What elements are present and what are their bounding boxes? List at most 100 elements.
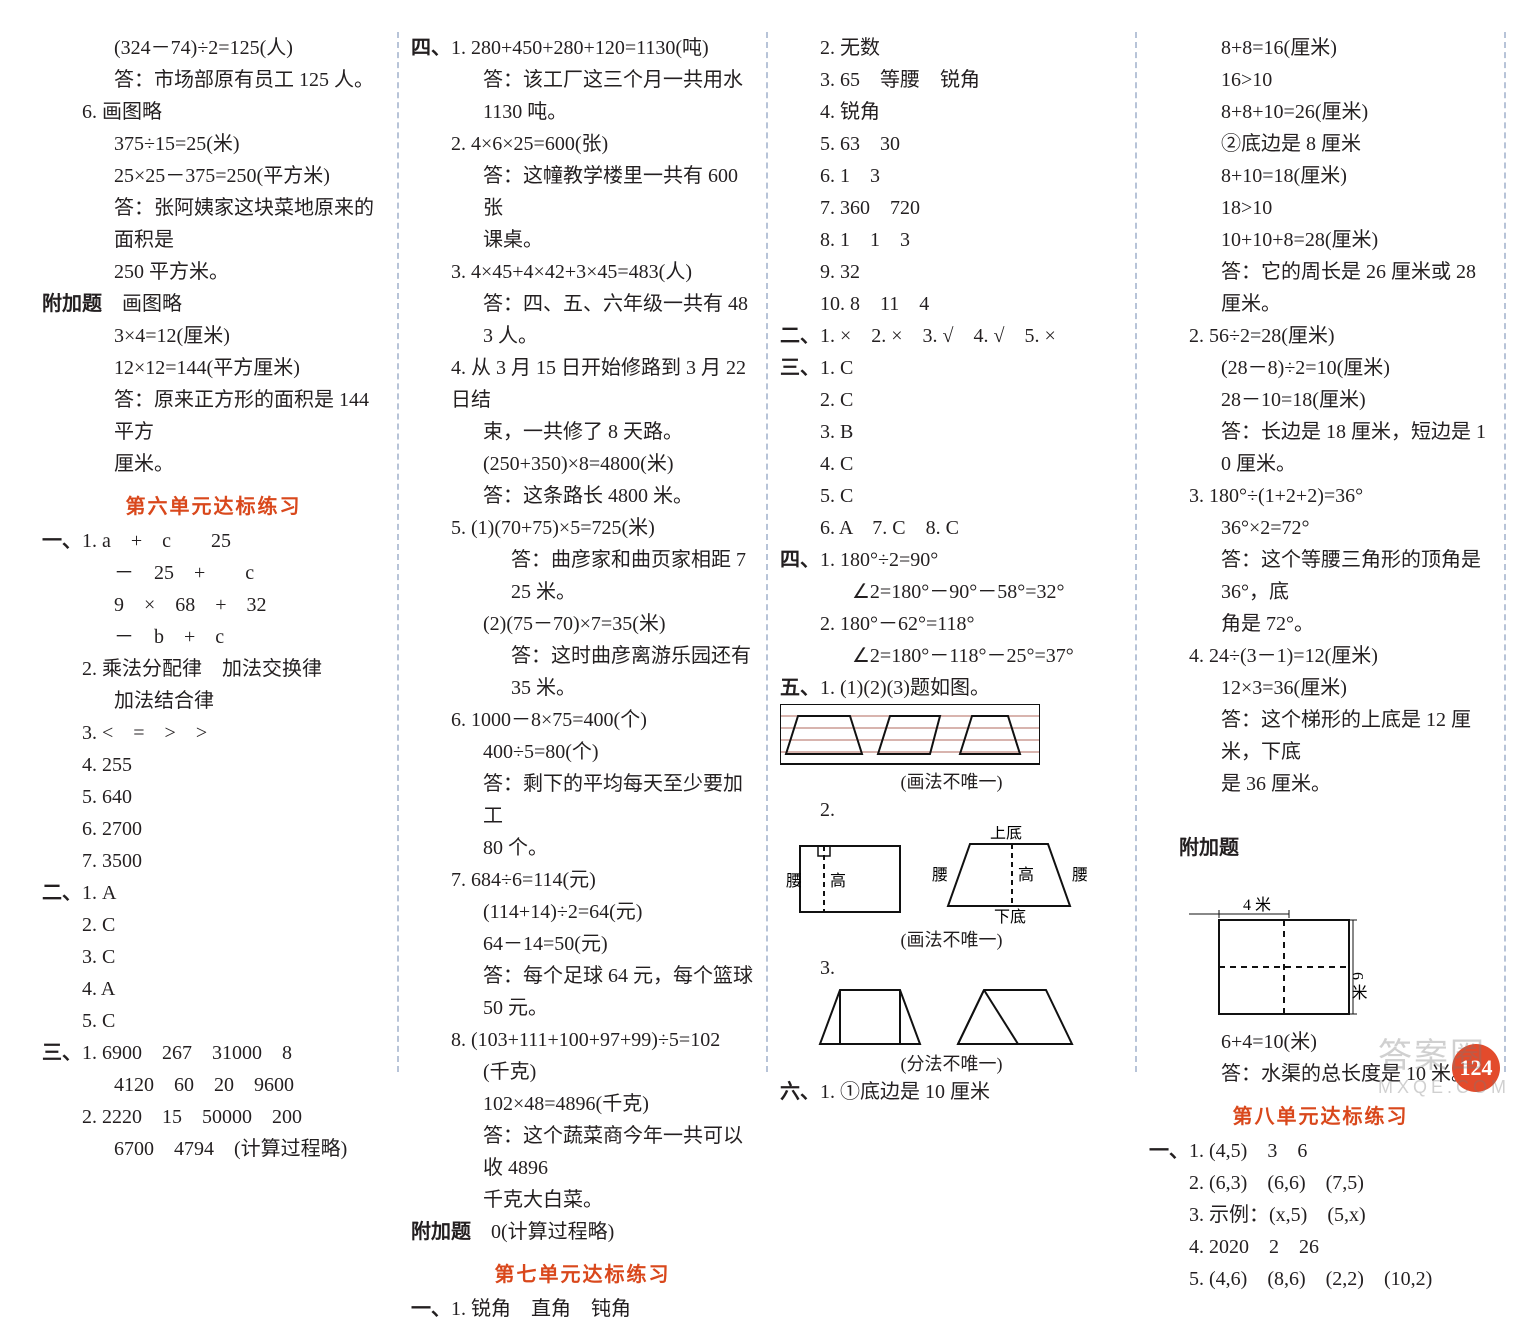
- text: 三、1. 6900 267 31000 8: [42, 1037, 385, 1069]
- text: 5. C: [42, 1005, 385, 1037]
- text: 答：每个足球 64 元，每个篮球 50 元。: [411, 960, 754, 1024]
- text: (250+350)×8=4800(米): [411, 448, 754, 480]
- dim-4m: 4 米: [1243, 896, 1271, 914]
- text: 四、1. 280+450+280+120=1130(吨): [411, 32, 754, 64]
- text: 3. B: [780, 416, 1123, 448]
- trapezoid-grid-icon: [780, 704, 1040, 768]
- text: 3.: [780, 952, 1123, 984]
- text: 附加题 画图略: [42, 288, 385, 320]
- text: 1130 吨。: [411, 96, 754, 128]
- label-waist: 腰: [1072, 866, 1088, 884]
- text: 一、1. (4,5) 3 6: [1149, 1135, 1492, 1167]
- figure-caption: (画法不唯一): [780, 926, 1123, 952]
- text: 6. 画图略: [42, 96, 385, 128]
- text: 是 36 厘米。: [1149, 768, 1492, 800]
- text: 答：水渠的总长度是 10 米。: [1149, 1058, 1492, 1090]
- text: 1. A: [82, 882, 116, 904]
- text: 250 平方米。: [42, 256, 385, 288]
- text: 8. (103+111+100+97+99)÷5=102: [411, 1024, 754, 1056]
- text: 四、1. 180°÷2=90°: [780, 544, 1123, 576]
- text: 7. 684÷6=114(元): [411, 864, 754, 896]
- text: 2. 乘法分配律 加法交换律: [42, 653, 385, 685]
- text: 3. 示例：(x,5) (5,x): [1149, 1199, 1492, 1231]
- label-height: 高: [1018, 866, 1034, 884]
- text: 5. C: [780, 480, 1123, 512]
- label-section: 二、: [780, 325, 820, 347]
- text: 5. (1)(70+75)×5=725(米): [411, 512, 754, 544]
- label-section: 二、: [42, 882, 82, 904]
- figure-trapezoids-grid: (画法不唯一): [780, 704, 1123, 794]
- text: 6+4=10(米): [1149, 1026, 1492, 1058]
- text: 6. 1000－8×75=400(个): [411, 704, 754, 736]
- text: 2. 无数: [780, 32, 1123, 64]
- text: 4. A: [42, 973, 385, 1005]
- text: ②底边是 8 厘米: [1149, 128, 1492, 160]
- column-1: (324－74)÷2=125(人) 答：市场部原有员工 125 人。 6. 画图…: [30, 32, 399, 1072]
- text: 答：原来正方形的面积是 144 平方: [42, 384, 385, 448]
- text: 二、1. × 2. × 3. √ 4. √ 5. ×: [780, 320, 1123, 352]
- text: 25×25－375=250(平方米): [42, 160, 385, 192]
- label-bonus: 附加题: [411, 1221, 471, 1243]
- label-section: 四、: [780, 549, 820, 571]
- label-section: 五、: [780, 677, 820, 699]
- text: 加法结合律: [42, 685, 385, 717]
- text: － 25 + c: [42, 557, 385, 589]
- text: 10. 8 11 4: [780, 288, 1123, 320]
- trapezoid-labeled-icon: 上底 下底 腰 腰 高: [930, 826, 1090, 926]
- text: 6700 4794 (计算过程略): [42, 1133, 385, 1165]
- column-4: 8+8=16(厘米) 16>10 8+8+10=26(厘米) ②底边是 8 厘米…: [1137, 32, 1506, 1072]
- text: 4120 60 20 9600: [42, 1069, 385, 1101]
- label-section: 三、: [42, 1042, 82, 1064]
- text: 4. 24÷(3－1)=12(厘米): [1149, 640, 1492, 672]
- text: 一、1. a + c 25: [42, 525, 385, 557]
- text: 答：长边是 18 厘米，短边是 10 厘米。: [1149, 416, 1492, 480]
- text: 2. 2220 15 50000 200: [42, 1101, 385, 1133]
- text: 画图略: [122, 293, 182, 315]
- text: 2. (6,3) (6,6) (7,5): [1149, 1167, 1492, 1199]
- text: 厘米。: [42, 448, 385, 480]
- text: 8+8+10=26(厘米): [1149, 96, 1492, 128]
- text: 2. C: [780, 384, 1123, 416]
- text: 7. 360 720: [780, 192, 1123, 224]
- text: 答：这幢教学楼里一共有 600 张: [411, 160, 754, 224]
- text: 1. 180°÷2=90°: [820, 549, 938, 571]
- text: 束，一共修了 8 天路。: [411, 416, 754, 448]
- label-section: 一、: [411, 1298, 451, 1320]
- text: 2. C: [42, 909, 385, 941]
- heading-unit-8: 第八单元达标练习: [1149, 1100, 1492, 1129]
- figure-caption: (分法不唯一): [780, 1050, 1123, 1076]
- text: 答：市场部原有员工 125 人。: [42, 64, 385, 96]
- label-waist: 腰: [786, 872, 802, 890]
- text: 3. C: [42, 941, 385, 973]
- text: 16>10: [1149, 64, 1492, 96]
- text: 1. C: [820, 357, 853, 379]
- text: ∠2=180°－118°－25°=37°: [780, 640, 1123, 672]
- text: (2)(75－70)×7=35(米): [411, 608, 754, 640]
- text: 5. 63 30: [780, 128, 1123, 160]
- text: 1. 锐角 直角 钝角: [451, 1298, 631, 1320]
- text: (千克): [411, 1056, 754, 1088]
- canal-diagram-icon: 4 米 6 米: [1189, 896, 1379, 1026]
- text: 附加题 0(计算过程略): [411, 1216, 754, 1248]
- label-section: 一、: [1149, 1140, 1189, 1162]
- trap-divided-2-icon: [950, 984, 1080, 1050]
- text: 9 × 68 + 32: [42, 589, 385, 621]
- text: 4. C: [780, 448, 1123, 480]
- text: 答：张阿姨家这块菜地原来的面积是: [42, 192, 385, 256]
- figure-canal: 4 米 6 米: [1189, 896, 1492, 1026]
- label-bottom: 下底: [994, 908, 1026, 926]
- text: 5. (4,6) (8,6) (2,2) (10,2): [1149, 1263, 1492, 1295]
- column-2: 四、1. 280+450+280+120=1130(吨) 答：该工厂这三个月一共…: [399, 32, 768, 1072]
- text: 6. 2700: [42, 813, 385, 845]
- text: 答：这个等腰三角形的顶角是 36°，底: [1149, 544, 1492, 608]
- text: 五、1. (1)(2)(3)题如图。: [780, 672, 1123, 704]
- text: 36°×2=72°: [1149, 512, 1492, 544]
- text: 4. 2020 2 26: [1149, 1231, 1492, 1263]
- text: 1. (4,5) 3 6: [1189, 1140, 1307, 1162]
- dim-6m: 6 米: [1349, 972, 1368, 1000]
- text: 12×3=36(厘米): [1149, 672, 1492, 704]
- text: 80 个。: [411, 832, 754, 864]
- text: 0(计算过程略): [491, 1221, 614, 1243]
- column-3: 2. 无数 3. 65 等腰 锐角 4. 锐角 5. 63 30 6. 1 3 …: [768, 32, 1137, 1072]
- text: 64－14=50(元): [411, 928, 754, 960]
